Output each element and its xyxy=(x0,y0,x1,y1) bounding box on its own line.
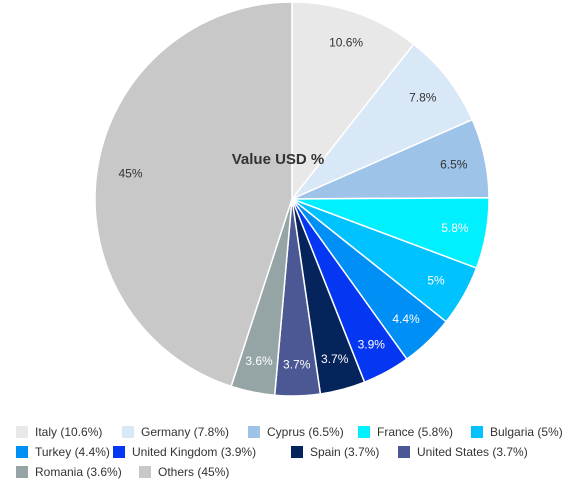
pie-slice-labels: 10.6% 7.8% 6.5% 5.8% 5% 4.4% 3.9% 3.7% 3.7% 3.6% 4… xyxy=(118,36,468,372)
slice-value-label-2: 6.5% xyxy=(440,157,468,171)
pie-slice-0 xyxy=(291,1,415,202)
slice-value-label-8: 3.7% xyxy=(283,357,311,371)
slice-value-label-1: 7.8% xyxy=(409,91,437,105)
slice-value-label-0: 10.6% xyxy=(329,36,363,50)
pie-slice-1 xyxy=(291,43,474,200)
chart-title: Value USD % xyxy=(232,151,325,168)
slice-value-label-9: 3.6% xyxy=(245,354,273,368)
slice-value-label-7: 3.7% xyxy=(321,352,349,366)
slice-value-label-6: 3.9% xyxy=(358,337,386,351)
slice-value-label-4: 5% xyxy=(427,274,445,288)
pie-slices xyxy=(94,1,490,397)
slice-value-label-10: 45% xyxy=(118,166,142,180)
slice-value-label-3: 5.8% xyxy=(441,221,469,235)
pie-slice-10 xyxy=(94,1,293,388)
slice-value-label-5: 4.4% xyxy=(392,312,420,326)
